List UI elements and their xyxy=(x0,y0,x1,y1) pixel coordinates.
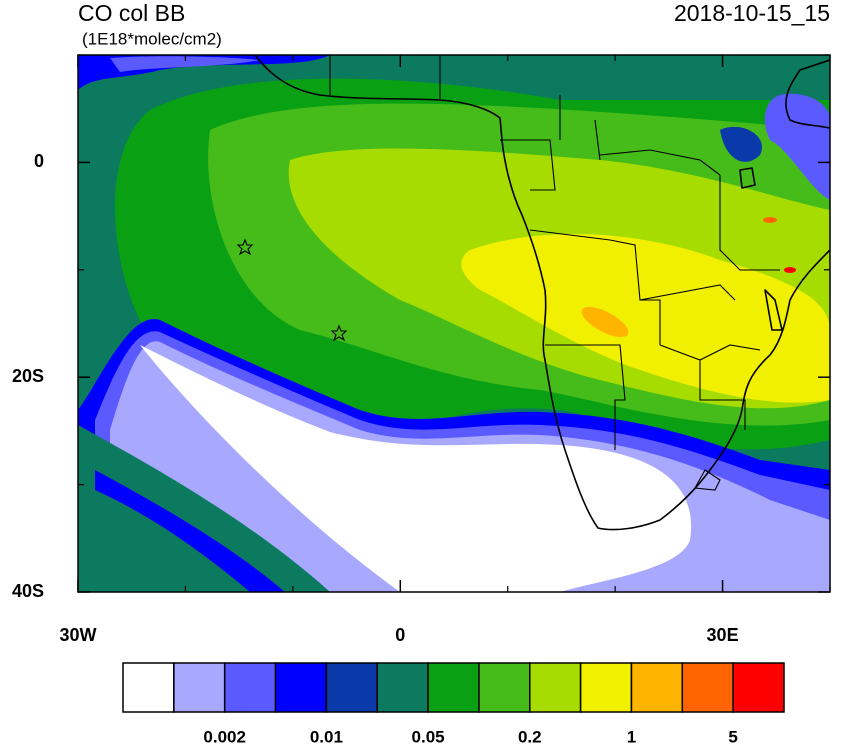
y-tick-label: 0 xyxy=(34,151,44,171)
coastline xyxy=(785,59,830,129)
field-band xyxy=(95,470,285,592)
colorbar-label: 0.01 xyxy=(310,727,343,746)
colorbar-box xyxy=(223,662,277,713)
field-band xyxy=(140,345,692,592)
y-tick-label: 20S xyxy=(12,366,44,386)
coastlines xyxy=(236,55,830,531)
colorbar-label: 0.2 xyxy=(518,727,542,746)
colorbar-box xyxy=(529,662,582,713)
date: 2018-10-15_15 xyxy=(674,0,830,26)
x-tick-label: 0 xyxy=(395,625,405,645)
axes: 30W 0 30E 40S 20S 0 xyxy=(12,54,831,645)
border xyxy=(329,55,780,491)
colorbar-box xyxy=(274,662,328,713)
colorbar-box xyxy=(630,662,684,713)
units: (1E18*molec/cm2) xyxy=(82,29,222,48)
colorbar: 0.002 0.01 0.05 0.2 1 5 xyxy=(122,662,785,746)
field-band xyxy=(784,267,796,273)
field-band xyxy=(764,93,830,200)
colorbar-label: 1 xyxy=(627,727,636,746)
colorbar-box xyxy=(579,662,633,713)
colorbar-box xyxy=(732,662,785,713)
title: CO col BB xyxy=(78,0,185,26)
colorbar-box xyxy=(122,662,175,713)
lake xyxy=(739,167,783,331)
x-tick-label: 30W xyxy=(59,625,96,645)
field-band xyxy=(720,126,762,162)
colorbar-box xyxy=(681,662,734,713)
colorbar-box xyxy=(427,662,480,713)
colorbar-label: 0.05 xyxy=(412,727,445,746)
x-tick-label: 30E xyxy=(707,625,739,645)
station-star xyxy=(236,238,254,256)
colorbar-label: 5 xyxy=(728,727,737,746)
station-star xyxy=(330,324,348,342)
field-band xyxy=(461,233,830,403)
colorbar-label: 0.002 xyxy=(203,727,246,746)
field-band xyxy=(581,306,629,338)
colorbar-box xyxy=(173,662,226,713)
colorbar-box xyxy=(376,662,429,713)
field-band xyxy=(110,56,260,72)
plot-frame xyxy=(77,54,831,593)
colorbar-box xyxy=(478,662,531,713)
y-tick-label: 40S xyxy=(12,581,44,601)
field-band xyxy=(78,425,330,592)
colorbar-box xyxy=(325,662,378,713)
coastline xyxy=(254,55,830,531)
map-field xyxy=(78,55,830,592)
field-band xyxy=(763,217,777,223)
